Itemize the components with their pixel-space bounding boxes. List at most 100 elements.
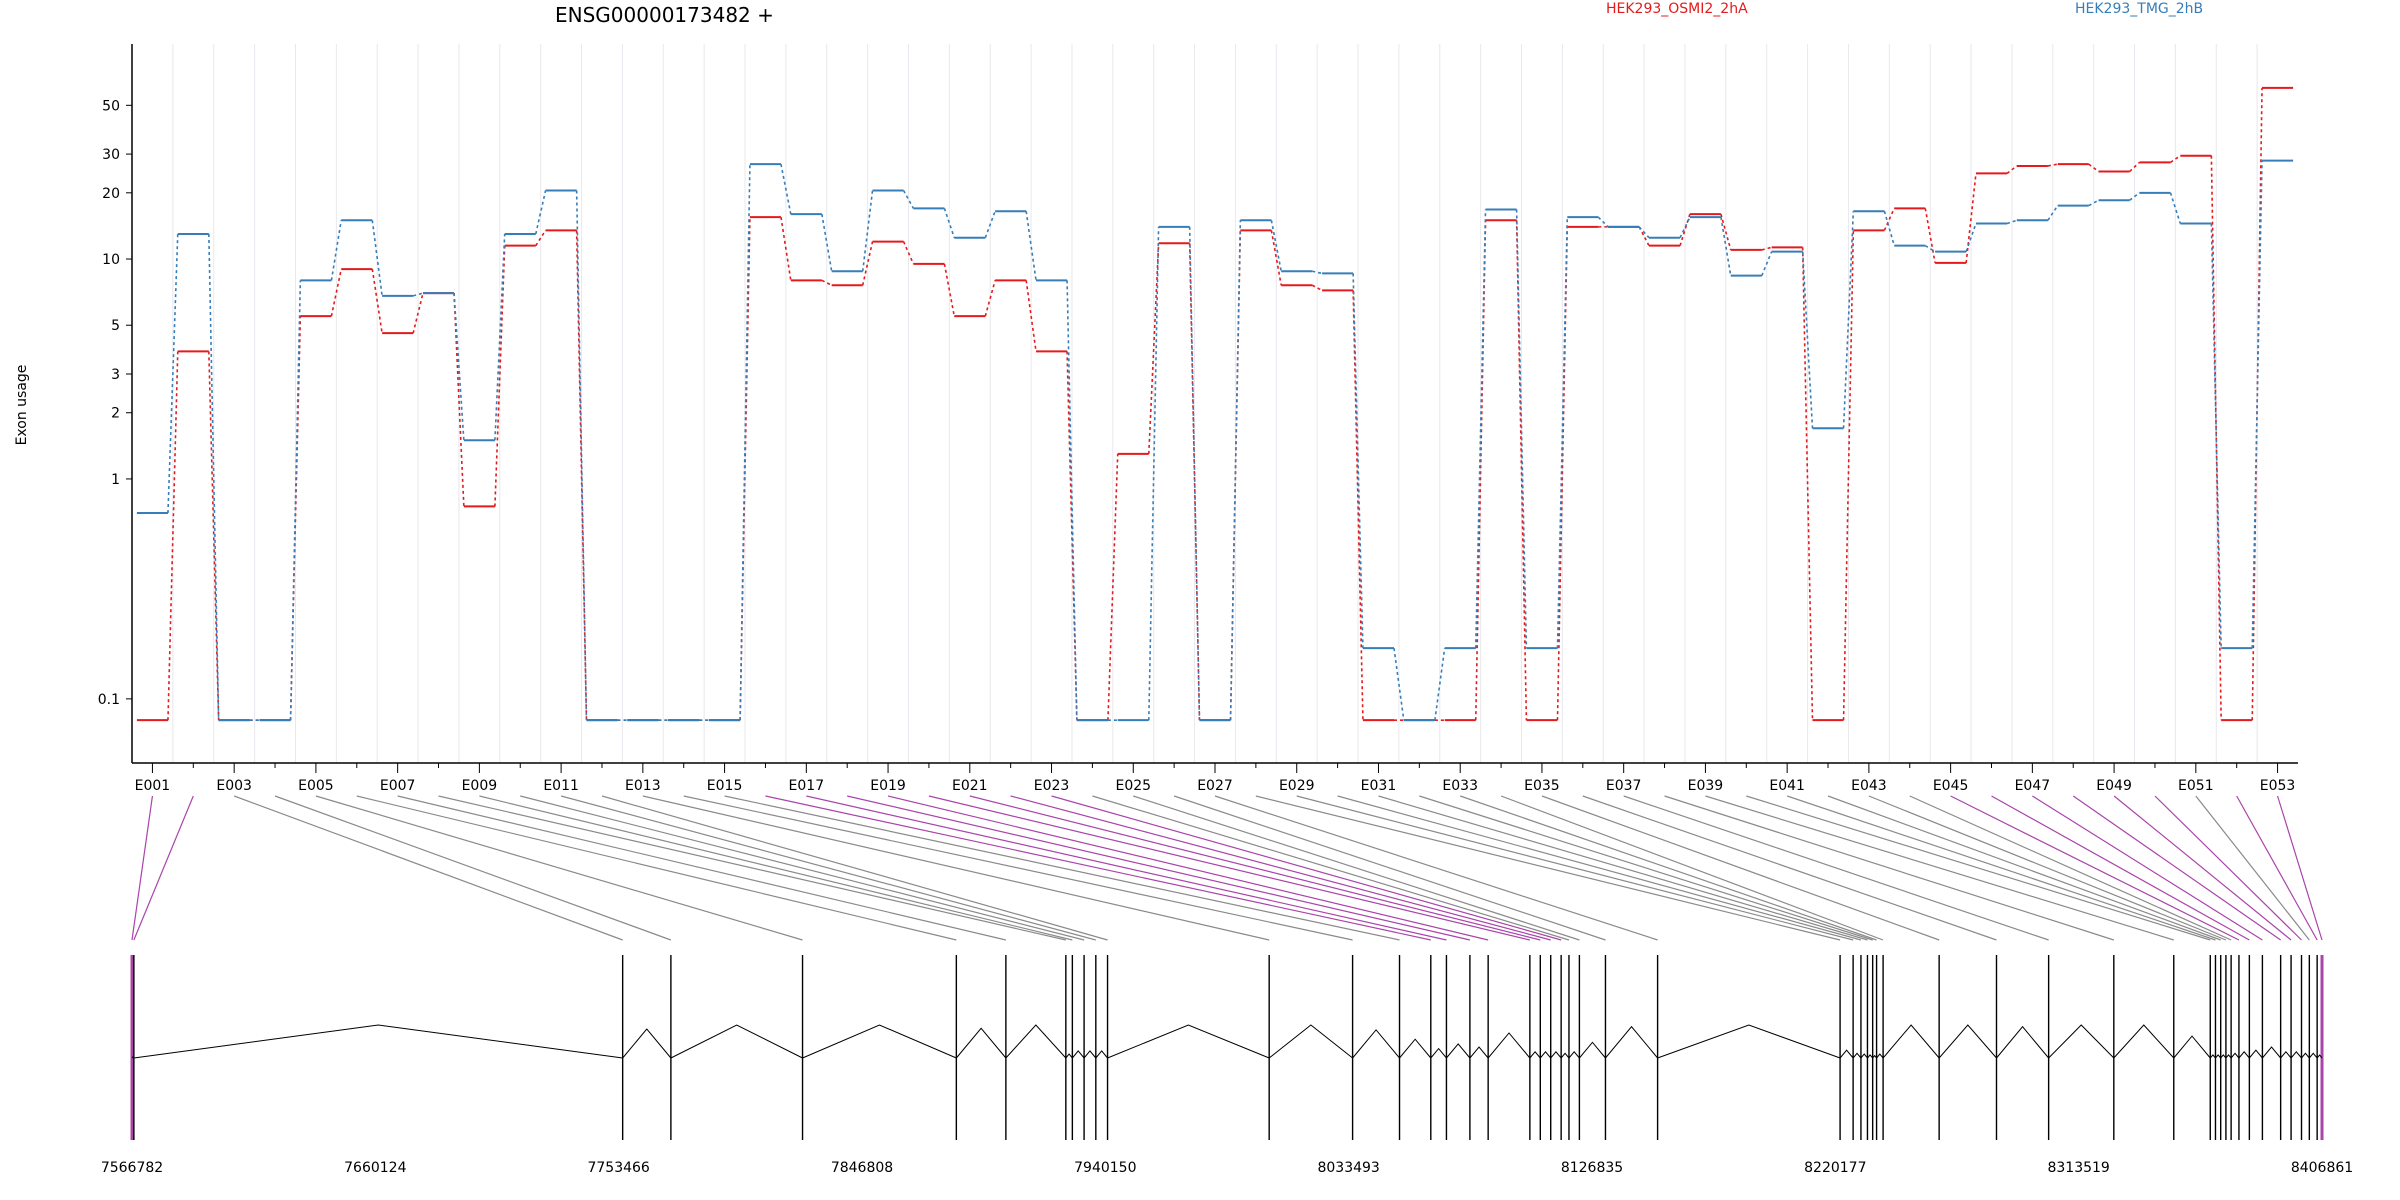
x-tick-label: E039	[1688, 778, 1724, 794]
series-connector	[1147, 243, 1160, 454]
intron-line	[1852, 1052, 1862, 1059]
intron-line	[2220, 1054, 2227, 1059]
exon-connector	[131, 795, 154, 941]
intron-line	[133, 1024, 623, 1059]
x-tick-label: E053	[2260, 778, 2296, 794]
x-tick-label: E019	[870, 778, 906, 794]
series-connector	[2006, 165, 2018, 175]
y-tick-label: 2	[111, 406, 120, 422]
series-connector	[1312, 270, 1323, 275]
exon-connector	[479, 795, 1073, 941]
series-connector	[739, 164, 751, 721]
series-1	[136, 159, 2294, 722]
exon-connector	[2032, 795, 2263, 941]
x-axis: E001 E003 E005 E007 E009 E011 E013 E015 E017 E019…	[132, 762, 2298, 794]
intron-line	[1568, 1050, 1580, 1059]
exon-connector	[1664, 795, 2114, 941]
series-connector	[2129, 161, 2140, 173]
series-connector	[1066, 280, 1078, 721]
y-tick-label: 30	[102, 147, 120, 163]
exon-connector	[1133, 795, 1580, 941]
genomic-tick-label: 7940150	[1074, 1160, 1136, 1176]
series-connector	[2129, 192, 2140, 201]
series-connector	[2210, 223, 2222, 649]
series-connector	[575, 190, 588, 721]
exon-connector	[1092, 795, 1570, 941]
intron-line	[1539, 1050, 1552, 1059]
series-connector	[289, 280, 302, 721]
exon-connector	[1868, 795, 2227, 941]
series-connector	[330, 220, 343, 281]
exon-connector	[1051, 795, 1562, 941]
intron-line	[1860, 1053, 1868, 1059]
exon-connector	[1010, 795, 1551, 941]
series-connector	[1679, 216, 1691, 239]
exon-connector	[765, 795, 1431, 941]
exon-connector	[847, 795, 1471, 941]
series-connector	[208, 351, 220, 721]
exon-connector	[2236, 795, 2318, 941]
series-connector	[1761, 246, 1772, 251]
intron-line	[1876, 1053, 1884, 1059]
intron-line	[2280, 1050, 2292, 1059]
exon-connector	[1500, 795, 1884, 941]
intron-line	[1996, 1025, 2050, 1059]
series-connector	[2047, 205, 2059, 221]
series-lines	[136, 86, 2294, 722]
exon-connector	[233, 795, 623, 941]
series-connector	[1188, 226, 1201, 721]
intron-line	[1071, 1050, 1085, 1059]
intron-line	[1487, 1032, 1531, 1059]
exon-connector	[1746, 795, 2211, 941]
intron-line	[955, 1027, 1007, 1059]
exon-connector	[1337, 795, 1862, 941]
series-connector	[494, 245, 506, 507]
series-connector	[821, 279, 833, 286]
intron-line	[2238, 1050, 2250, 1059]
x-tick-label: E035	[1524, 778, 1560, 794]
intron-line	[2301, 1052, 2310, 1059]
x-tick-label: E001	[135, 778, 171, 794]
x-tick-label: E041	[1769, 778, 1805, 794]
series-connector	[1352, 273, 1364, 649]
x-tick-label: E011	[543, 778, 579, 794]
series-connector	[371, 220, 383, 296]
x-tick-label: E015	[707, 778, 743, 794]
x-tick-label: E017	[789, 778, 825, 794]
y-tick-label: 3	[111, 367, 120, 383]
series-connector	[2170, 155, 2181, 164]
x-tick-label: E045	[1933, 778, 1969, 794]
series-0	[136, 86, 2294, 722]
x-tick-label: E005	[298, 778, 334, 794]
x-tick-label: E023	[1034, 778, 1070, 794]
exon-connector	[274, 795, 672, 941]
series-connector	[2006, 219, 2018, 225]
series-connector	[1761, 251, 1773, 276]
series-connector	[1515, 209, 1528, 649]
series-connector	[2088, 163, 2100, 173]
gene-model	[130, 955, 2324, 1140]
exon-connector	[969, 795, 1541, 941]
series-connector	[1597, 216, 1609, 228]
intron-line	[2316, 1054, 2323, 1059]
exon-connector	[1214, 795, 1658, 941]
x-tick-label: E009	[462, 778, 498, 794]
chart-title: ENSG00000173482 +	[555, 3, 774, 27]
series-connector	[1720, 213, 1732, 251]
exon-connector	[1460, 795, 1877, 941]
series-connector	[1842, 211, 1855, 429]
exon-connector	[2195, 795, 2310, 941]
series-connector	[1229, 220, 1242, 721]
genomic-tick-label: 8406861	[2291, 1160, 2353, 1176]
intron-line	[2173, 1035, 2211, 1059]
y-axis-title: Exon usage	[14, 365, 30, 446]
series-connector	[412, 292, 424, 297]
exon-connector	[1419, 795, 1873, 941]
y-axis: 0.1 1 2 3 5 10 20 30 50	[98, 44, 133, 763]
series-connector	[1474, 209, 1487, 649]
intron-line	[1065, 1053, 1073, 1059]
y-tick-label: 20	[102, 186, 120, 202]
exon-connector	[806, 795, 1447, 941]
intron-line	[1550, 1050, 1562, 1059]
